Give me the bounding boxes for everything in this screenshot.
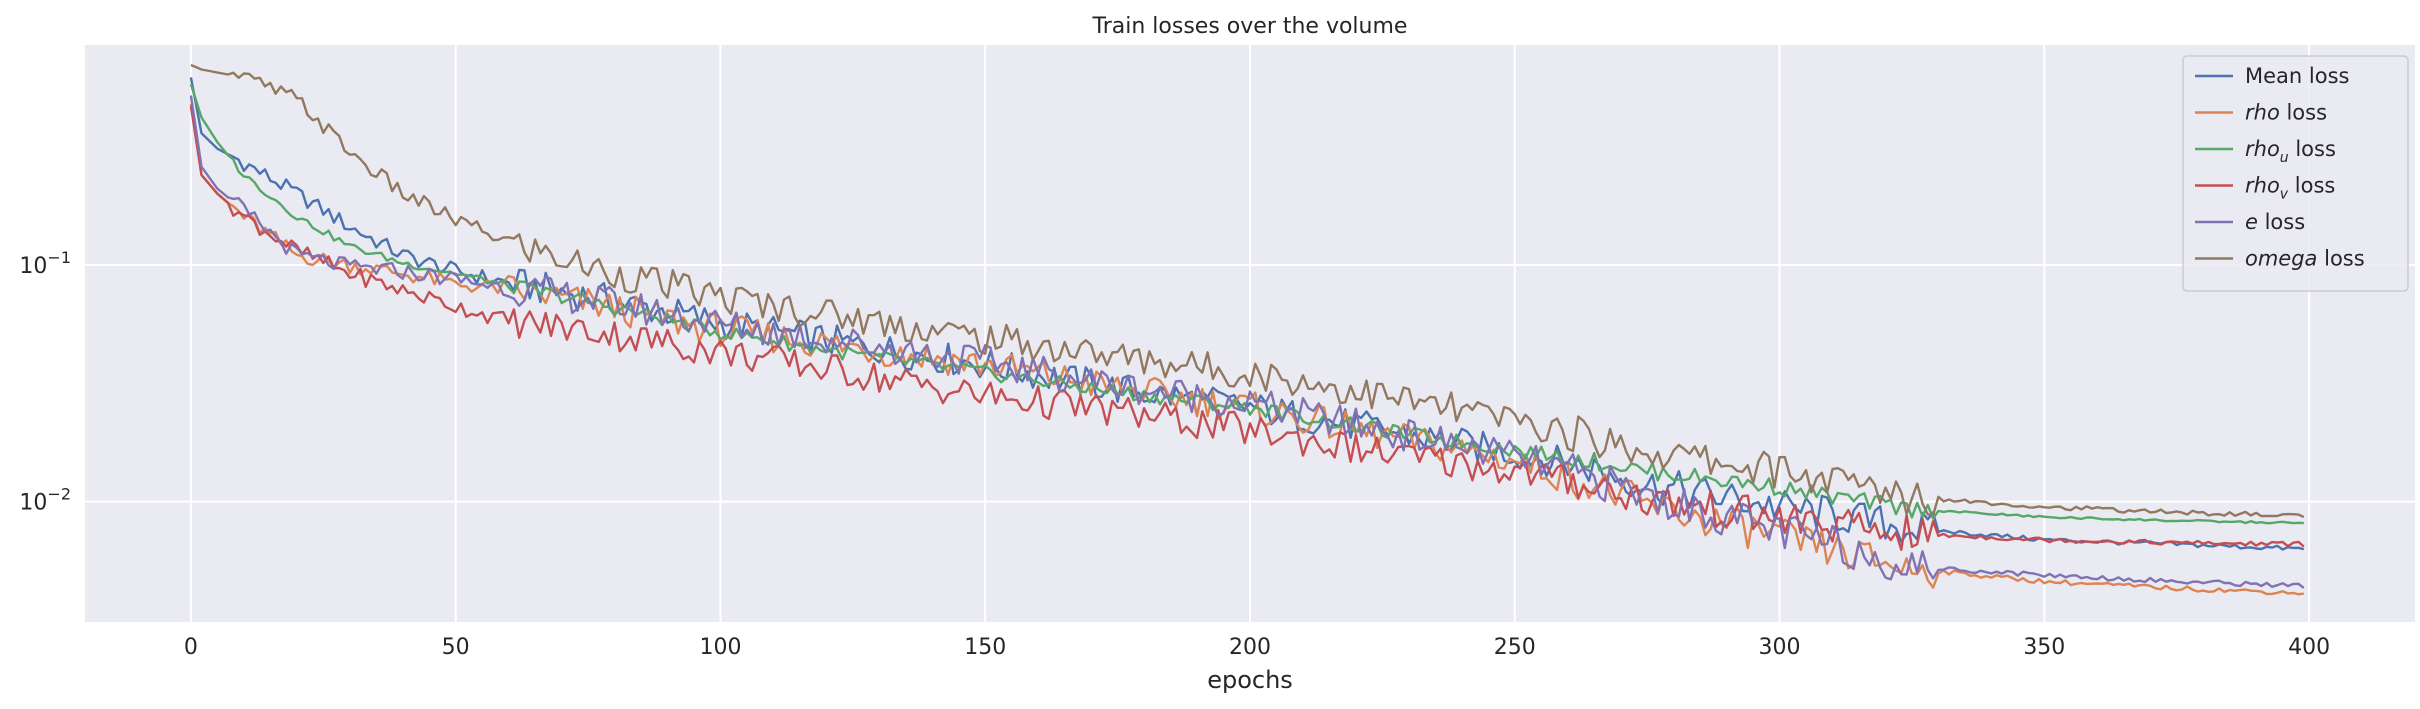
x-tick-label: 300 bbox=[1759, 635, 1801, 660]
legend-entry: rhou loss bbox=[2245, 137, 2336, 166]
x-tick-label: 100 bbox=[699, 635, 741, 660]
x-tick-label: 50 bbox=[442, 635, 470, 660]
series-lines bbox=[189, 63, 2305, 596]
legend: Mean loss rho loss rhou loss rhov loss e los… bbox=[2182, 55, 2409, 292]
y-tick-label: 10−1 bbox=[19, 248, 71, 279]
series-line bbox=[189, 83, 2304, 525]
legend-entry: omega loss bbox=[2245, 247, 2365, 271]
x-tick-label: 250 bbox=[1494, 635, 1536, 660]
legend-entry: Mean loss bbox=[2245, 64, 2349, 88]
tick-labels: 0 50 100 150 200 250 300 350 400 10−1 10−2 bbox=[19, 248, 2330, 660]
x-tick-label: 350 bbox=[2023, 635, 2065, 660]
series-line bbox=[190, 63, 2305, 519]
chart-title: Train losses over the volume bbox=[1092, 14, 1408, 39]
y-tick-label: 10−2 bbox=[19, 485, 71, 516]
series-line bbox=[189, 95, 2305, 589]
x-tick-label: 0 bbox=[184, 635, 198, 660]
legend-entry: rhov loss bbox=[2245, 174, 2335, 203]
x-axis-label: epochs bbox=[1207, 666, 1293, 694]
legend-entry: e loss bbox=[2245, 210, 2305, 234]
x-tick-label: 200 bbox=[1229, 635, 1271, 660]
x-tick-label: 150 bbox=[964, 635, 1006, 660]
series-line bbox=[189, 105, 2305, 551]
x-tick-label: 400 bbox=[2288, 635, 2330, 660]
legend-entry: rho loss bbox=[2245, 101, 2327, 125]
legend-box bbox=[2182, 55, 2409, 292]
